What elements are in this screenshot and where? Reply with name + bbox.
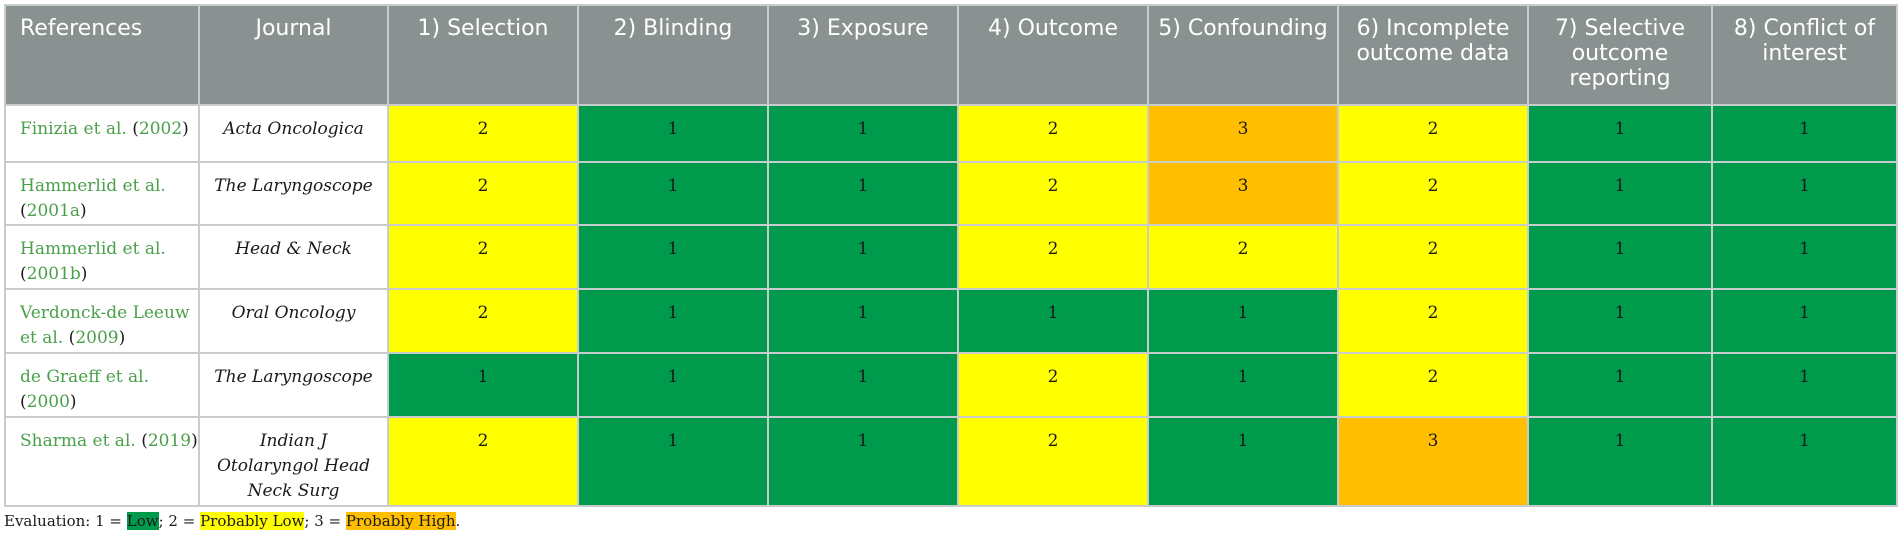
reference-author[interactable]: Verdonck-de Leeuw et al.: [20, 303, 190, 349]
reference-year[interactable]: 2000: [26, 392, 70, 413]
score-cell: 1: [577, 288, 769, 355]
score-cell: 2: [1147, 224, 1339, 291]
score-cell: 2: [387, 160, 579, 227]
score-cell: 1: [767, 352, 959, 418]
score-cell: 1: [767, 104, 959, 163]
journal-cell: Indian J Otolaryngol Head Neck Surg: [198, 415, 389, 508]
score-cell: 1: [1711, 288, 1898, 355]
legend-separator-2: ; 3 =: [304, 512, 346, 530]
reference-cell[interactable]: Hammerlid et al. (2001b): [4, 224, 200, 291]
reference-cell[interactable]: Sharma et al. (2019): [4, 415, 200, 508]
reference-year[interactable]: 2001b: [26, 264, 81, 285]
legend-probably-low: Probably Low: [200, 512, 305, 530]
reference-year[interactable]: 2009: [75, 328, 119, 349]
journal-cell: Head & Neck: [198, 224, 389, 291]
reference-year[interactable]: 2002: [138, 119, 183, 139]
table-row: Verdonck-de Leeuw et al. (2009) Oral Onco…: [4, 288, 1898, 355]
score-cell: 3: [1337, 415, 1529, 508]
score-cell: 1: [1527, 104, 1713, 163]
reference-year[interactable]: 2019: [147, 430, 192, 451]
score-cell: 1: [577, 415, 769, 508]
score-cell: 2: [1337, 352, 1529, 418]
legend-separator-1: ; 2 =: [158, 512, 201, 530]
score-cell: 2: [387, 415, 579, 508]
table-row: Finizia et al. (2002) Acta Oncologica 2 1 1 2…: [4, 104, 1898, 163]
reference-author[interactable]: Sharma et al.: [20, 430, 136, 451]
reference-cell[interactable]: Verdonck-de Leeuw et al. (2009): [4, 288, 200, 355]
journal-cell: The Laryngoscope: [198, 160, 389, 227]
reference-cell[interactable]: de Graeff et al. (2000): [4, 352, 200, 418]
journal-cell: Oral Oncology: [198, 288, 389, 355]
score-cell: 1: [1711, 352, 1898, 418]
score-cell: 2: [387, 224, 579, 291]
score-cell: 2: [1337, 288, 1529, 355]
header-references: References: [4, 4, 200, 106]
score-cell: 2: [1337, 104, 1529, 163]
score-cell: 1: [1527, 415, 1713, 508]
score-cell: 1: [1147, 415, 1339, 508]
score-cell: 2: [387, 104, 579, 163]
score-cell: 2: [1337, 160, 1529, 227]
journal-cell: Acta Oncologica: [198, 104, 389, 163]
reference-cell[interactable]: Hammerlid et al. (2001a): [4, 160, 200, 227]
header-confounding: 5) Confounding: [1147, 4, 1339, 106]
header-incomplete-outcome-data: 6) Incomplete outcome data: [1337, 4, 1529, 106]
reference-author[interactable]: de Graeff et al.: [20, 367, 150, 388]
reference-author[interactable]: Hammerlid et al.: [20, 239, 166, 260]
score-cell: 1: [1711, 224, 1898, 291]
score-cell: 1: [577, 160, 769, 227]
legend-suffix: .: [455, 512, 461, 530]
header-selection: 1) Selection: [387, 4, 579, 106]
table-row: Hammerlid et al. (2001b) Head & Neck 2 1 1 2 2…: [4, 224, 1898, 291]
score-cell: 1: [1527, 224, 1713, 291]
score-cell: 1: [1527, 288, 1713, 355]
risk-of-bias-table: References Journal 1) Selection 2) Blind…: [4, 4, 1898, 508]
header-blinding: 2) Blinding: [577, 4, 769, 106]
header-journal: Journal: [198, 4, 389, 106]
table-row: Hammerlid et al. (2001a) The Laryngoscope…: [4, 160, 1898, 227]
score-cell: 1: [957, 288, 1149, 355]
reference-cell[interactable]: Finizia et al. (2002): [4, 104, 200, 163]
table-body: Finizia et al. (2002) Acta Oncologica 2 1 1 2…: [4, 104, 1898, 508]
score-cell: 3: [1147, 104, 1339, 163]
table-row: de Graeff et al. (2000) The Laryngoscope 1…: [4, 352, 1898, 418]
evaluation-legend: Evaluation: 1 = Low; 2 = Probably Low; 3…: [4, 512, 460, 530]
reference-year[interactable]: 2001a: [26, 200, 81, 221]
score-cell: 1: [387, 352, 579, 418]
score-cell: 1: [577, 224, 769, 291]
legend-probably-high: Probably High: [345, 512, 456, 530]
header-row: References Journal 1) Selection 2) Blind…: [4, 4, 1898, 106]
score-cell: 1: [1711, 104, 1898, 163]
score-cell: 1: [767, 224, 959, 291]
table-row: Sharma et al. (2019) Indian J Otolaryngol…: [4, 415, 1898, 508]
score-cell: 1: [1147, 288, 1339, 355]
score-cell: 1: [1711, 415, 1898, 508]
score-cell: 2: [957, 160, 1149, 227]
score-cell: 1: [767, 415, 959, 508]
header-outcome: 4) Outcome: [957, 4, 1149, 106]
journal-cell: The Laryngoscope: [198, 352, 389, 418]
reference-author[interactable]: Hammerlid et al.: [20, 175, 166, 196]
score-cell: 1: [1527, 352, 1713, 418]
legend-prefix: Evaluation: 1 =: [4, 512, 127, 530]
score-cell: 1: [577, 352, 769, 418]
header-conflict-of-interest: 8) Conflict of interest: [1711, 4, 1898, 106]
score-cell: 2: [387, 288, 579, 355]
score-cell: 1: [1527, 160, 1713, 227]
score-cell: 1: [577, 104, 769, 163]
score-cell: 1: [1147, 352, 1339, 418]
legend-low: Low: [126, 512, 159, 530]
score-cell: 2: [1337, 224, 1529, 291]
score-cell: 1: [767, 288, 959, 355]
score-cell: 2: [957, 224, 1149, 291]
reference-author[interactable]: Finizia et al.: [20, 119, 127, 139]
score-cell: 3: [1147, 160, 1339, 227]
score-cell: 1: [767, 160, 959, 227]
score-cell: 2: [957, 352, 1149, 418]
score-cell: 1: [1711, 160, 1898, 227]
score-cell: 2: [957, 415, 1149, 508]
header-selective-outcome-reporting: 7) Selective outcome reporting: [1527, 4, 1713, 106]
header-exposure: 3) Exposure: [767, 4, 959, 106]
score-cell: 2: [957, 104, 1149, 163]
